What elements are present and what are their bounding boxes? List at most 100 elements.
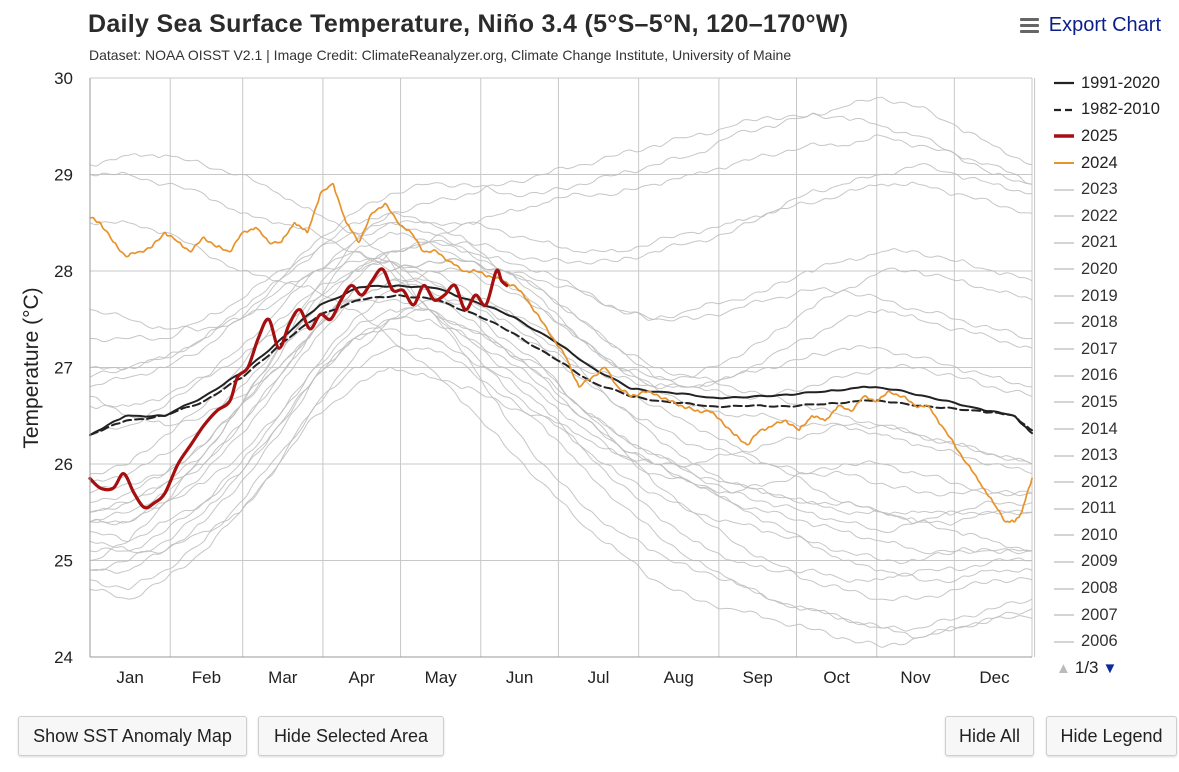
legend: 1991-2020 1982-2010 2025 2024 2023 2022 2021 20… <box>1054 70 1179 655</box>
legend-label: 2009 <box>1081 552 1118 571</box>
legend-item-1982-2010[interactable]: 1982-2010 <box>1054 97 1179 124</box>
legend-item-2008[interactable]: 2008 <box>1054 575 1179 602</box>
legend-label: 1982-2010 <box>1081 100 1160 119</box>
legend-item-2011[interactable]: 2011 <box>1054 496 1179 523</box>
legend-label: 2025 <box>1081 126 1118 145</box>
y-tick-label: 25 <box>54 552 73 571</box>
series-line-2007 <box>89 279 1033 601</box>
y-tick-label: 27 <box>54 359 73 378</box>
x-tick-label: Feb <box>192 668 221 687</box>
legend-swatch-icon <box>1054 428 1074 430</box>
legend-item-2024[interactable]: 2024 <box>1054 150 1179 177</box>
legend-item-2017[interactable]: 2017 <box>1054 336 1179 363</box>
hide-selected-area-button[interactable]: Hide Selected Area <box>258 716 444 756</box>
series-line-2005 <box>89 221 1033 475</box>
series-line-2004 <box>89 241 1033 409</box>
legend-item-2023[interactable]: 2023 <box>1054 176 1179 203</box>
x-tick-label: Oct <box>823 668 850 687</box>
legend-pager: ▲ 1/3 ▼ <box>1056 658 1117 678</box>
x-tick-label: Jun <box>506 668 533 687</box>
y-tick-label: 26 <box>54 455 73 474</box>
hide-all-button[interactable]: Hide All <box>945 716 1034 756</box>
series-line-2003 <box>89 257 1033 390</box>
legend-label: 2023 <box>1081 180 1118 199</box>
legend-label: 2015 <box>1081 392 1118 411</box>
x-tick-label: Apr <box>348 668 375 687</box>
y-tick-label: 24 <box>54 648 73 667</box>
legend-item-2013[interactable]: 2013 <box>1054 442 1179 469</box>
legend-swatch-icon <box>1054 375 1074 377</box>
legend-label: 2010 <box>1081 525 1118 544</box>
highlighted-series <box>88 182 1033 523</box>
legend-item-2025[interactable]: 2025 <box>1054 123 1179 150</box>
show-sst-anomaly-map-button[interactable]: Show SST Anomaly Map <box>18 716 247 756</box>
legend-label: 2012 <box>1081 472 1118 491</box>
legend-item-2022[interactable]: 2022 <box>1054 203 1179 230</box>
x-tick-label: Jul <box>588 668 610 687</box>
x-tick-label: Aug <box>664 668 694 687</box>
series-line-2024 <box>89 182 1033 523</box>
legend-item-2009[interactable]: 2009 <box>1054 549 1179 576</box>
series-line-2011 <box>89 328 1033 583</box>
grid <box>89 77 1036 658</box>
legend-page-up-icon[interactable]: ▲ <box>1056 659 1071 677</box>
legend-label: 2022 <box>1081 206 1118 225</box>
legend-item-2018[interactable]: 2018 <box>1054 309 1179 336</box>
legend-label: 2024 <box>1081 153 1118 172</box>
series-line-2012 <box>89 258 1033 513</box>
legend-item-2016[interactable]: 2016 <box>1054 363 1179 390</box>
series-line-2006 <box>89 248 1033 504</box>
legend-item-2007[interactable]: 2007 <box>1054 602 1179 629</box>
series-line-1996 <box>89 307 1033 553</box>
legend-swatch-icon <box>1054 455 1074 457</box>
legend-swatch-icon <box>1054 268 1074 271</box>
legend-swatch-icon <box>1054 348 1074 350</box>
legend-item-2006[interactable]: 2006 <box>1054 628 1179 655</box>
series-line-2000 <box>89 316 1033 574</box>
series-line-1998 <box>89 153 1033 632</box>
y-tick-label: 30 <box>54 69 73 88</box>
legend-swatch-icon <box>1054 508 1074 510</box>
series-line-2023 <box>89 134 1033 561</box>
legend-label: 1991-2020 <box>1081 73 1160 92</box>
series-line-2013 <box>89 298 1033 484</box>
legend-label: 2016 <box>1081 366 1118 385</box>
legend-label: 2020 <box>1081 259 1118 278</box>
series-line-2001 <box>89 277 1033 524</box>
legend-swatch-icon <box>1054 481 1074 483</box>
legend-label: 2018 <box>1081 313 1118 332</box>
legend-swatch-icon <box>1054 242 1074 244</box>
legend-label: 2021 <box>1081 233 1118 252</box>
legend-label: 2014 <box>1081 419 1118 438</box>
legend-item-2021[interactable]: 2021 <box>1054 230 1179 257</box>
legend-swatch-icon <box>1054 322 1074 324</box>
legend-page-down-icon[interactable]: ▼ <box>1102 659 1118 677</box>
legend-item-2020[interactable]: 2020 <box>1054 256 1179 283</box>
x-tick-label: Jan <box>116 668 143 687</box>
legend-swatch-icon <box>1054 587 1074 590</box>
series-line-1982-2010 <box>89 294 1033 436</box>
legend-swatch-icon <box>1054 534 1074 536</box>
series-line-2015 <box>89 96 1033 388</box>
legend-item-2014[interactable]: 2014 <box>1054 416 1179 443</box>
series-line-2009 <box>89 163 1033 523</box>
legend-label: 2011 <box>1081 499 1117 518</box>
legend-swatch-icon <box>1054 134 1074 139</box>
series-line-2008 <box>89 298 1033 600</box>
hide-legend-button[interactable]: Hide Legend <box>1046 716 1177 756</box>
x-tick-label: Dec <box>979 668 1010 687</box>
legend-item-1991-2020[interactable]: 1991-2020 <box>1054 70 1179 97</box>
export-chart-label: Export Chart <box>1048 14 1161 36</box>
series-line-2022 <box>89 366 1033 565</box>
legend-label: 2019 <box>1081 286 1118 305</box>
legend-item-2019[interactable]: 2019 <box>1054 283 1179 310</box>
legend-item-2015[interactable]: 2015 <box>1054 389 1179 416</box>
legend-item-2012[interactable]: 2012 <box>1054 469 1179 496</box>
export-chart-button[interactable]: Export Chart <box>1019 14 1161 37</box>
x-tick-label: May <box>425 668 458 687</box>
legend-label: 2007 <box>1081 605 1118 624</box>
series-line-2019 <box>89 212 1033 400</box>
x-tick-label: Sep <box>743 668 773 687</box>
series-line-1997 <box>89 113 1033 513</box>
legend-item-2010[interactable]: 2010 <box>1054 522 1179 549</box>
